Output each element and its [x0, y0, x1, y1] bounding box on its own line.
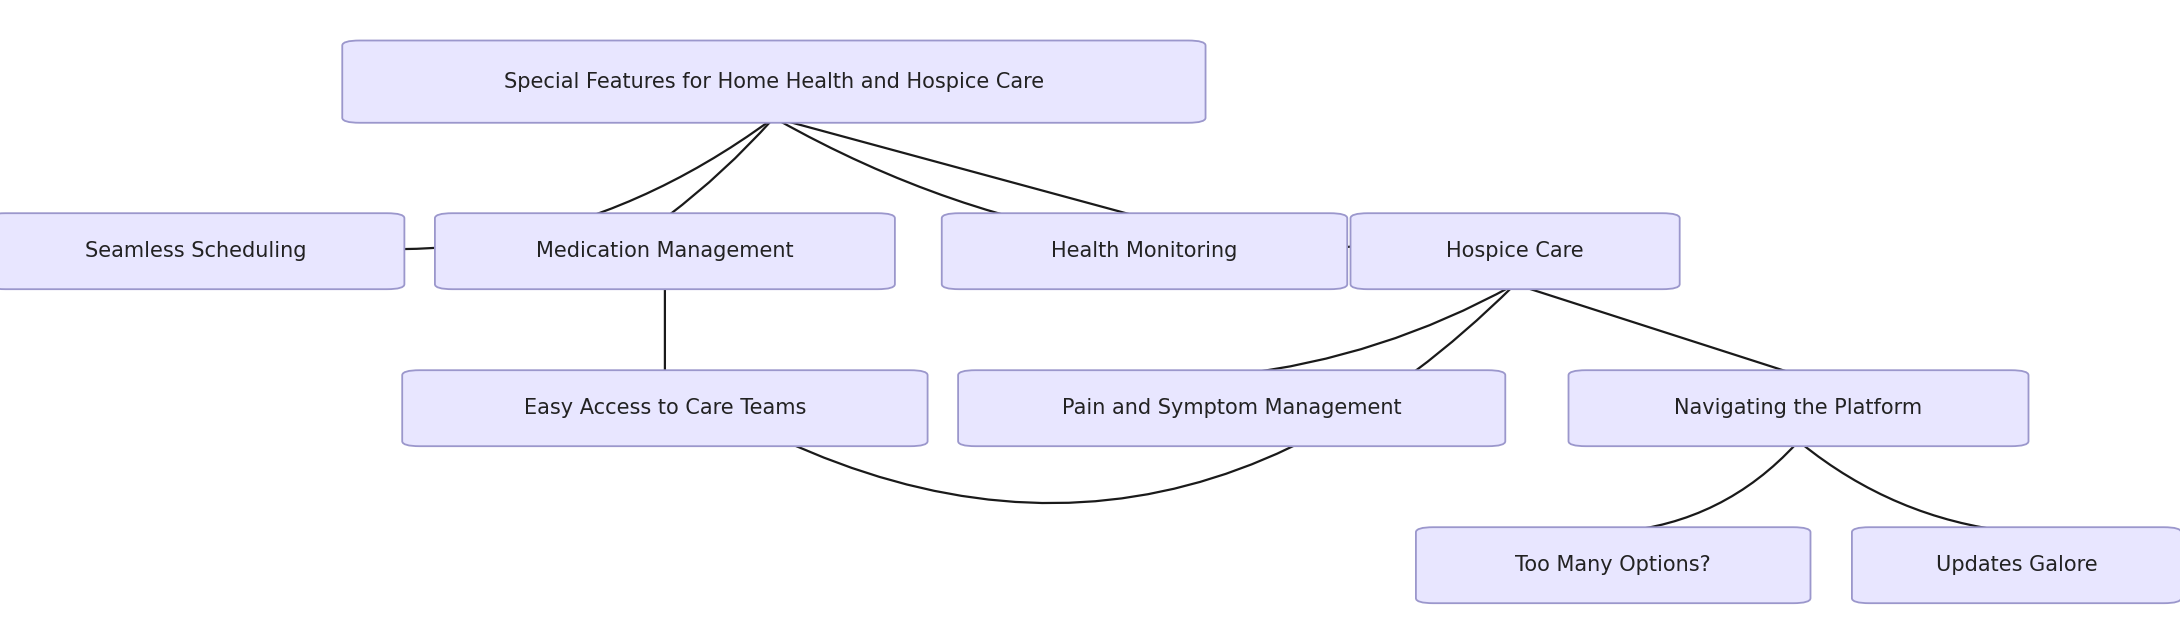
- Text: Navigating the Platform: Navigating the Platform: [1674, 398, 1923, 418]
- Text: Too Many Options?: Too Many Options?: [1515, 555, 1711, 575]
- Text: Pain and Symptom Management: Pain and Symptom Management: [1062, 398, 1402, 418]
- Text: Medication Management: Medication Management: [536, 241, 794, 261]
- FancyBboxPatch shape: [434, 214, 896, 289]
- Text: Updates Galore: Updates Galore: [1936, 555, 2097, 575]
- Text: Hospice Care: Hospice Care: [1445, 241, 1585, 261]
- FancyBboxPatch shape: [1417, 528, 1809, 603]
- FancyBboxPatch shape: [0, 214, 405, 289]
- FancyBboxPatch shape: [959, 371, 1504, 446]
- FancyBboxPatch shape: [342, 40, 1206, 123]
- FancyBboxPatch shape: [1853, 528, 2180, 603]
- Text: Special Features for Home Health and Hospice Care: Special Features for Home Health and Hos…: [504, 72, 1044, 92]
- FancyBboxPatch shape: [942, 214, 1347, 289]
- FancyBboxPatch shape: [1567, 371, 2027, 446]
- Text: Easy Access to Care Teams: Easy Access to Care Teams: [523, 398, 807, 418]
- Text: Health Monitoring: Health Monitoring: [1051, 241, 1238, 261]
- Text: Seamless Scheduling: Seamless Scheduling: [85, 241, 307, 261]
- FancyBboxPatch shape: [401, 371, 929, 446]
- FancyBboxPatch shape: [1349, 214, 1679, 289]
